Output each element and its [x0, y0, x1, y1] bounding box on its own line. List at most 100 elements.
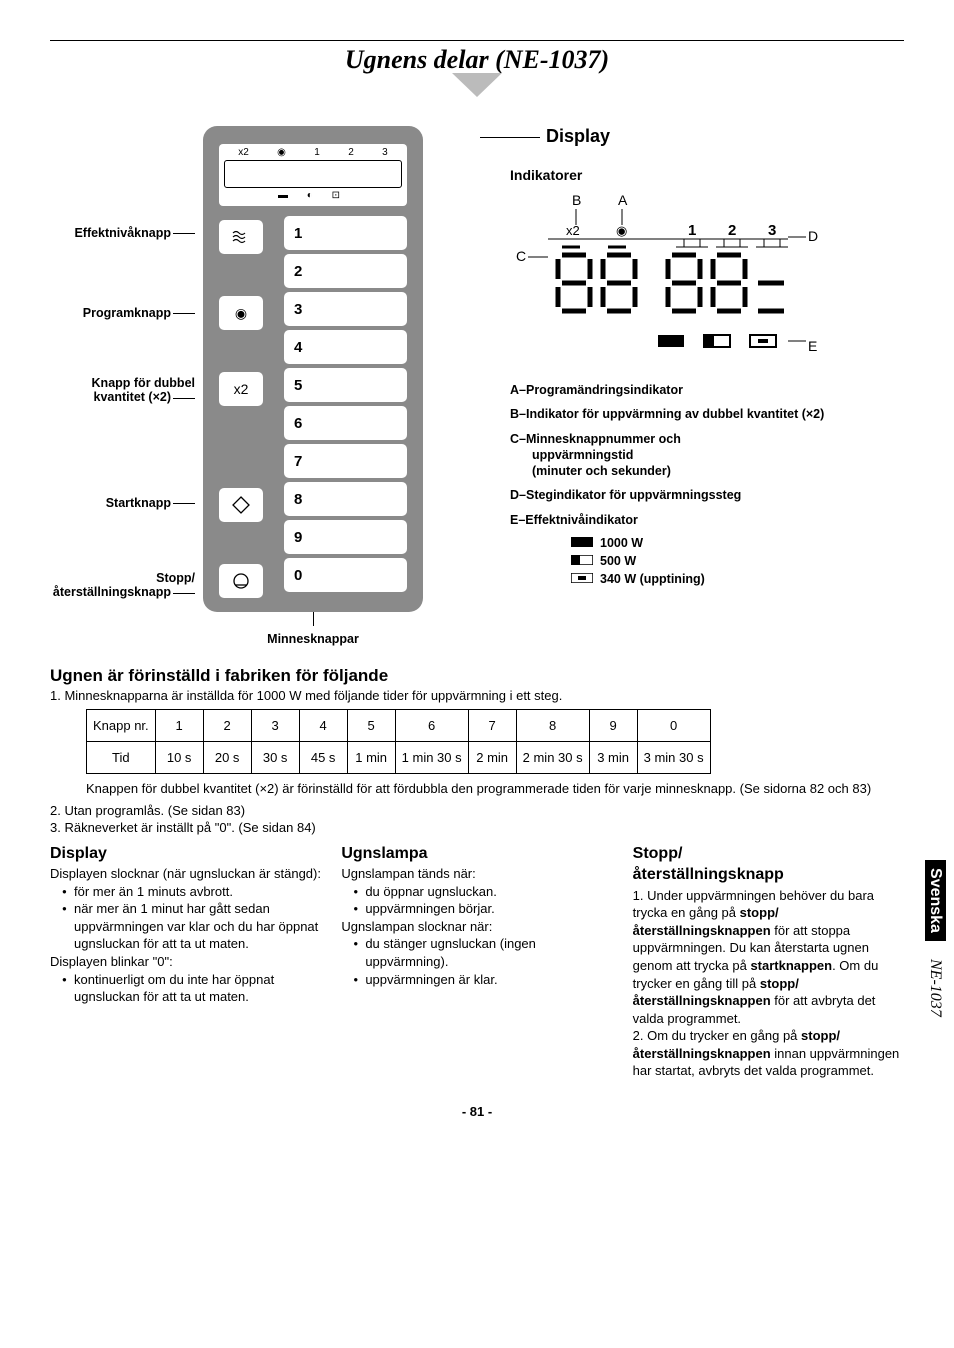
- col1-b2: när mer än 1 minut har gått sedan uppvär…: [62, 900, 321, 953]
- memory-button-3[interactable]: 3: [284, 292, 407, 326]
- cell: 0: [637, 710, 710, 742]
- cell: 5: [347, 710, 395, 742]
- memory-button-2[interactable]: 2: [284, 254, 407, 288]
- memory-button-8[interactable]: 8: [284, 482, 407, 516]
- mini-dot: ◉: [277, 147, 286, 158]
- ind-D: D–Stegindikator för uppvärmningssteg: [510, 487, 904, 503]
- power-340: 340 W (upptining): [570, 572, 904, 586]
- col3-h-l1: Stopp/: [633, 845, 683, 862]
- top-rule: [50, 40, 904, 41]
- table-row: Knapp nr. 1 2 3 4 5 6 7 8 9 0: [87, 710, 711, 742]
- mini-3: 3: [382, 147, 388, 158]
- cell: 1 min 30 s: [395, 742, 468, 774]
- cell: 3 min 30 s: [637, 742, 710, 774]
- factory-heading: Ugnen är förinställd i fabriken för följ…: [50, 666, 904, 686]
- power-500: 500 W: [570, 554, 904, 568]
- th-knapp: Knapp nr.: [87, 710, 156, 742]
- power-500-text: 500 W: [600, 554, 636, 568]
- col1-b1: för mer än 1 minuts avbrott.: [62, 883, 321, 901]
- col2-b4: uppvärmningen är klar.: [353, 971, 612, 989]
- cell: 30 s: [251, 742, 299, 774]
- indicator-list: A–Programändringsindikator B–Indikator f…: [510, 382, 904, 586]
- display-heading-text: Display: [546, 126, 610, 146]
- minnesknappar-label: Minnesknappar: [203, 632, 423, 646]
- cell: 20 s: [203, 742, 251, 774]
- program-button[interactable]: ◉: [219, 296, 263, 330]
- label-effekt: Effektnivåknapp: [74, 226, 195, 240]
- memory-button-1[interactable]: 1: [284, 216, 407, 250]
- panel-labels: Effektnivåknapp Programknapp Knapp för d…: [50, 126, 195, 646]
- cell: 3: [251, 710, 299, 742]
- power-340-icon: [570, 572, 594, 586]
- start-button[interactable]: [219, 488, 263, 522]
- control-panel: x2 ◉ 1 2 3 ▬ ◐ ⊡ ◉ x2: [203, 126, 423, 612]
- ind-C-l2: uppvärmningstid: [532, 448, 633, 462]
- col2-b3: du stänger ugnsluckan (ingen uppvärmning…: [353, 935, 612, 970]
- power-1000-text: 1000 W: [600, 536, 643, 550]
- double-qty-button[interactable]: x2: [219, 372, 263, 406]
- memory-button-4[interactable]: 4: [284, 330, 407, 364]
- waves-icon: [231, 230, 251, 244]
- title-arrow: [50, 73, 904, 102]
- cell: 10 s: [155, 742, 203, 774]
- svg-text:x2: x2: [566, 223, 580, 238]
- memory-button-7[interactable]: 7: [284, 444, 407, 478]
- cell: 2: [203, 710, 251, 742]
- ind-C: C–Minnesknappnummer ochuppvärmningstid(m…: [510, 431, 904, 480]
- bottom-columns: Display Displayen slocknar (när ugnsluck…: [50, 843, 904, 1080]
- col3-item2: 2. Om du trycker en gång på stopp/återst…: [633, 1027, 904, 1080]
- label-dubbel: Knapp för dubbelkvantitet (×2): [92, 376, 195, 405]
- label-stopp-l2: återställningsknapp: [53, 585, 171, 599]
- mini-display-bottom: ▬ ◐ ⊡: [224, 190, 402, 201]
- label-program-text: Programknapp: [83, 306, 171, 320]
- cell: 1 min: [347, 742, 395, 774]
- col1-p1: Displayen slocknar (när ugnsluckan är st…: [50, 865, 321, 883]
- power-list: 1000 W 500 W 340 W (upptining): [570, 536, 904, 586]
- col-lamp: Ugnslampa Ugnslampan tänds när: du öppna…: [341, 843, 612, 1080]
- mini-1: 1: [314, 147, 320, 158]
- page-title: Ugnens delar (NE-1037): [50, 45, 904, 75]
- label-stopp-l1: Stopp/: [156, 571, 195, 585]
- cell: 9: [589, 710, 637, 742]
- memory-button-5[interactable]: 5: [284, 368, 407, 402]
- col3-h-l2: återställningsknapp: [633, 866, 784, 883]
- note-x2: Knappen för dubbel kvantitet (×2) är för…: [86, 780, 904, 798]
- cell: 8: [516, 710, 589, 742]
- power-340-text: 340 W (upptining): [600, 572, 705, 586]
- cell: 7: [468, 710, 516, 742]
- cell: 1: [155, 710, 203, 742]
- memory-button-0[interactable]: 0: [284, 558, 407, 592]
- x2-text: x2: [234, 381, 249, 397]
- mini-display-window: [224, 160, 402, 188]
- ind-A: A–Programändringsindikator: [510, 382, 904, 398]
- power-level-button[interactable]: [219, 220, 263, 254]
- table-row: Tid 10 s 20 s 30 s 45 s 1 min 1 min 30 s…: [87, 742, 711, 774]
- cell: 3 min: [589, 742, 637, 774]
- letter-A: A: [618, 192, 628, 208]
- memory-button-6[interactable]: 6: [284, 406, 407, 440]
- factory-line1: 1. Minnesknapparna är inställda för 1000…: [50, 688, 904, 703]
- col2-p1: Ugnslampan tänds när:: [341, 865, 612, 883]
- main-area: Effektnivåknapp Programknapp Knapp för d…: [50, 126, 904, 646]
- memory-button-9[interactable]: 9: [284, 520, 407, 554]
- panel-left-buttons: ◉ x2: [219, 216, 274, 598]
- label-start-text: Startknapp: [106, 496, 171, 510]
- ind-C-l3: (minuter och sekunder): [532, 464, 671, 478]
- power-500-icon: [570, 554, 594, 568]
- power-1000-icon: [570, 536, 594, 550]
- cell: 4: [299, 710, 347, 742]
- stop-reset-button[interactable]: [219, 564, 263, 598]
- power-1000: 1000 W: [570, 536, 904, 550]
- letter-D: D: [808, 228, 818, 244]
- cell: 2 min 30 s: [516, 742, 589, 774]
- col2-b2: uppvärmningen börjar.: [353, 900, 612, 918]
- indicator-diagram: B A C D E x2 ◉ 1 2 3: [488, 191, 904, 364]
- svg-text:◉: ◉: [616, 223, 627, 238]
- label-stopp: Stopp/återställningsknapp: [53, 571, 195, 600]
- mini-x2: x2: [238, 147, 249, 158]
- factory-line2: 2. Utan programlås. (Se sidan 83): [50, 802, 904, 820]
- mini-2: 2: [348, 147, 354, 158]
- factory-line3: 3. Räkneverket är inställt på "0". (Se s…: [50, 819, 904, 837]
- preset-table: Knapp nr. 1 2 3 4 5 6 7 8 9 0 Tid 10 s 2…: [86, 709, 711, 774]
- panel-body: ◉ x2 1 2 3 4 5 6 7 8 9: [219, 216, 407, 598]
